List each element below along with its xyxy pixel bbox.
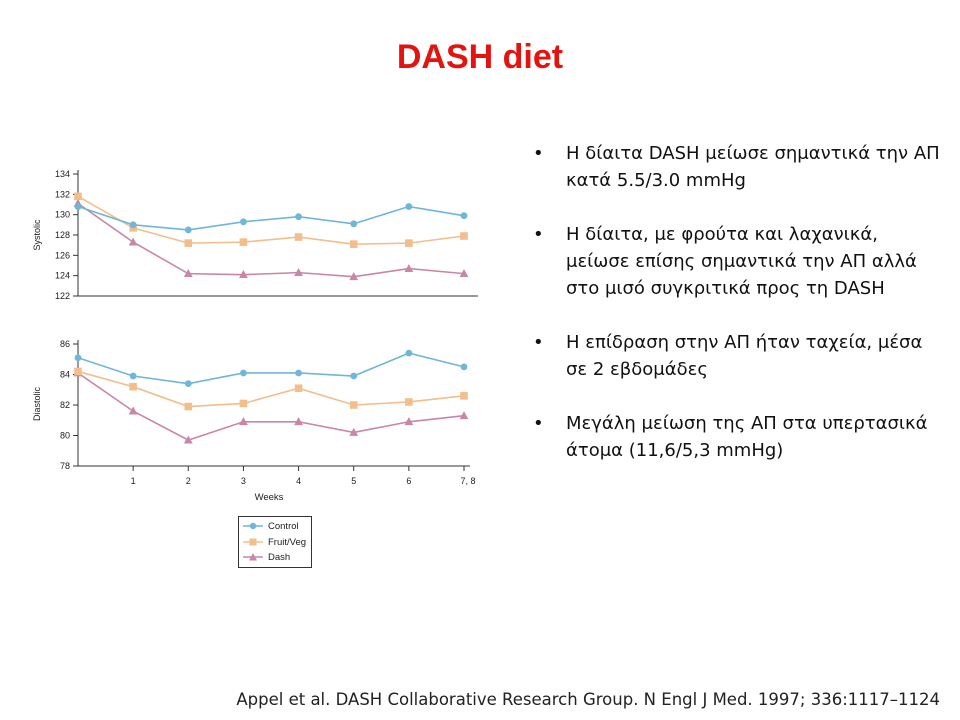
systolic-point-control [74, 203, 82, 210]
systolic-y-tick-label: 130 [55, 210, 70, 220]
legend-label-control: Control [268, 520, 299, 532]
legend-label-fruitveg: Fruit/Veg [268, 536, 307, 548]
bullet-marker: • [533, 224, 544, 245]
legend-marker-fruitveg [243, 538, 263, 546]
diastolic-point-dash [294, 417, 303, 426]
diastolic-x-axis-label: Weeks [255, 492, 284, 503]
diastolic-y-tick-label: 84 [60, 370, 70, 380]
bullet-marker: • [533, 143, 544, 164]
diastolic-point-dash [239, 417, 248, 426]
diastolic-series-line-dash [77, 372, 465, 441]
legend-marker-control [243, 522, 263, 530]
diastolic-point-fruitveg [405, 398, 413, 406]
bullet-text: Η δίαιτα DASH μείωσε σημαντικά την ΑΠ κα… [566, 143, 940, 191]
systolic-point-dash [128, 237, 138, 246]
systolic-point-control [350, 220, 358, 228]
bullet-text: Μεγάλη μείωση της ΑΠ στα υπερτασικά άτομ… [566, 413, 928, 461]
diastolic-x-tick-label: 2 [186, 476, 191, 486]
diastolic-x-tick-label: 7, 8 [460, 476, 475, 486]
systolic-point-fruitveg [349, 240, 358, 248]
bullet-item: • Μεγάλη μείωση της ΑΠ στα υπερτασικά άτο… [533, 410, 943, 464]
diastolic-x-tick-label: 1 [131, 476, 136, 486]
diastolic-x-tick-label: 5 [351, 476, 356, 486]
systolic-point-fruitveg [294, 233, 303, 241]
systolic-y-tick-label: 126 [55, 250, 70, 260]
systolic-point-control [460, 212, 468, 220]
diastolic-y-tick-label: 80 [60, 431, 70, 441]
systolic-point-control [295, 213, 302, 221]
systolic-y-tick-label: 134 [55, 169, 70, 179]
diastolic-y-tick-label: 82 [60, 400, 70, 410]
systolic-point-control [405, 203, 413, 210]
systolic-series-line-fruitveg [77, 195, 465, 245]
bullet-text: Η επίδραση στην ΑΠ ήταν ταχεία, μέσα σε … [566, 332, 923, 380]
diastolic-point-fruitveg [239, 399, 248, 408]
bullet-item: • Η δίαιτα DASH μείωσε σημαντικά την ΑΠ κ… [533, 140, 943, 194]
systolic-point-dash [239, 270, 248, 279]
diastolic-series-line-control [77, 352, 465, 385]
systolic-y-tick-label: 124 [55, 271, 70, 281]
legend-item-fruitveg: Fruit/Veg [243, 535, 306, 549]
diastolic-x-tick-label: 3 [241, 476, 246, 486]
diastolic-point-dash [349, 427, 359, 436]
diastolic-point-control [460, 363, 468, 371]
diastolic-point-control [129, 372, 137, 380]
diastolic-point-control [74, 354, 82, 362]
diastolic-point-dash [404, 417, 414, 426]
diastolic-point-dash [183, 435, 193, 444]
systolic-point-dash [349, 272, 359, 281]
diastolic-series-line-fruitveg [77, 370, 465, 408]
diastolic-point-control [405, 349, 413, 357]
legend-label-dash: Dash [268, 551, 291, 563]
bp-charts: 122124126128130132134Systolic7880828486D… [32, 169, 478, 503]
systolic-point-control [240, 218, 247, 226]
diastolic-point-control [350, 372, 358, 380]
systolic-point-dash [183, 269, 193, 278]
diastolic-point-control [184, 380, 192, 388]
diastolic-point-fruitveg [184, 402, 193, 411]
bullet-marker: • [533, 413, 544, 434]
legend-item-control: Control [243, 519, 299, 533]
diastolic-point-fruitveg [349, 401, 358, 409]
systolic-point-control [129, 221, 137, 229]
systolic-y-tick-label: 132 [55, 189, 70, 199]
bullet-text: Η δίαιτα, με φρούτα και λαχανικά, μείωσε… [566, 224, 917, 299]
systolic-y-tick-label: 122 [55, 291, 70, 301]
systolic-point-fruitveg [74, 192, 82, 201]
diastolic-y-tick-label: 78 [60, 461, 70, 471]
systolic-point-fruitveg [239, 238, 248, 246]
diastolic-point-control [295, 369, 302, 377]
diastolic-x-tick-label: 4 [296, 476, 301, 486]
diastolic-y-axis-label: Diastolic [32, 386, 42, 421]
systolic-point-fruitveg [405, 239, 413, 247]
systolic-point-fruitveg [460, 232, 468, 240]
diastolic-point-dash [128, 406, 138, 415]
bullet-item: • Η επίδραση στην ΑΠ ήταν ταχεία, μέσα σε… [533, 329, 943, 383]
systolic-point-dash [404, 263, 414, 272]
citation: Appel et al. DASH Collaborative Research… [236, 690, 940, 709]
diastolic-point-dash [459, 411, 469, 420]
systolic-y-tick-label: 128 [55, 230, 70, 240]
systolic-series-line-control [77, 205, 465, 231]
diastolic-point-fruitveg [74, 367, 82, 376]
diastolic-point-fruitveg [294, 384, 303, 393]
diastolic-x-tick-label: 6 [406, 476, 411, 486]
diastolic-point-control [240, 369, 247, 377]
diastolic-y-tick-label: 86 [60, 339, 70, 349]
bullet-item: • Η δίαιτα, με φρούτα και λαχανικά, μείωσ… [533, 221, 943, 302]
systolic-point-fruitveg [184, 239, 193, 247]
diastolic-point-fruitveg [460, 392, 468, 400]
systolic-y-axis-label: Systolic [32, 219, 42, 251]
bullet-list: • Η δίαιτα DASH μείωσε σημαντικά την ΑΠ κ… [533, 140, 943, 491]
systolic-series-line-dash [77, 202, 465, 278]
systolic-point-dash [294, 268, 303, 277]
chart-legend: Control Fruit/Veg Dash [238, 516, 312, 568]
bullet-marker: • [533, 332, 544, 353]
systolic-point-control [184, 226, 192, 234]
systolic-point-dash [459, 269, 469, 278]
diastolic-point-fruitveg [129, 382, 137, 391]
legend-marker-dash [243, 553, 263, 561]
slide-title: DASH diet [396, 38, 564, 76]
legend-item-dash: Dash [243, 550, 290, 564]
